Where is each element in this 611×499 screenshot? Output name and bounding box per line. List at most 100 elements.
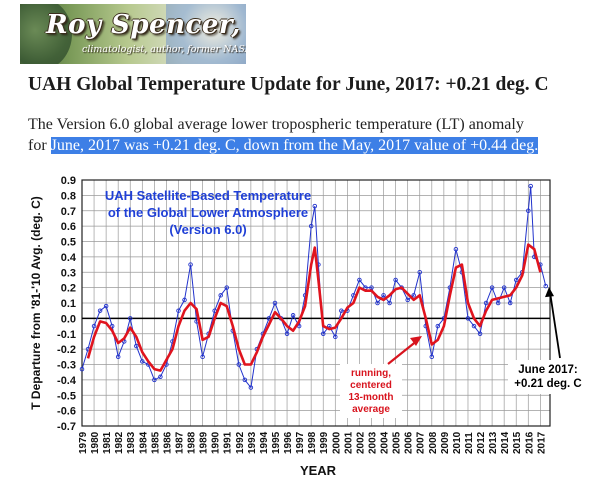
y-tick-label: 0.2 <box>61 283 76 295</box>
monthly-point <box>417 269 422 275</box>
latest-label-line: June 2017: <box>518 364 577 376</box>
x-tick-label: 2002 <box>355 431 366 454</box>
x-tick-label: 1985 <box>150 431 161 454</box>
monthly-point <box>471 323 477 329</box>
x-tick-label: 1993 <box>247 431 258 454</box>
x-axis-label: YEAR <box>300 463 337 478</box>
y-tick-label: 0.8 <box>61 190 76 202</box>
monthly-point <box>320 331 326 336</box>
x-tick-label: 1989 <box>199 431 210 454</box>
y-tick-label: -0.3 <box>57 360 76 372</box>
site-name[interactable]: Roy Spencer, Ph. D. <box>46 10 246 40</box>
x-tick-label: 2000 <box>331 431 342 454</box>
monthly-point <box>308 223 314 229</box>
y-tick-label: -0.2 <box>57 344 76 356</box>
monthly-point <box>290 313 296 318</box>
x-tick-label: 1998 <box>307 431 318 454</box>
monthly-point <box>333 334 338 340</box>
monthly-point <box>526 208 531 214</box>
running-label-backdrop <box>340 364 402 418</box>
y-tick-label: 0.5 <box>61 237 76 249</box>
monthly-point <box>429 354 435 360</box>
y-tick-label: 0.0 <box>61 313 76 325</box>
running-label-arrow <box>387 339 419 365</box>
x-tick-label: 2015 <box>512 431 523 454</box>
x-tick-label: 2016 <box>524 431 535 454</box>
site-banner[interactable]: Roy Spencer, Ph. D. climatologist, autho… <box>20 4 246 64</box>
x-tick-label: 1990 <box>211 431 222 454</box>
globe-image <box>20 4 72 64</box>
x-tick-label: 2003 <box>367 431 378 454</box>
post-body-line-2: for June, 2017 was +0.21 deg. C, down fr… <box>28 137 603 155</box>
monthly-point <box>453 246 459 252</box>
selected-text: June, 2017 was +0.21 deg. C, down from t… <box>50 137 539 154</box>
y-tick-label: 0.7 <box>61 206 76 218</box>
latest-label-arrow <box>549 291 561 359</box>
monthly-point <box>528 183 533 189</box>
monthly-point <box>97 308 103 313</box>
post-title[interactable]: UAH Global Temperature Update for June, … <box>28 74 549 95</box>
monthly-point <box>127 316 133 321</box>
x-tick-label: 2005 <box>392 431 403 454</box>
latest-label-arrowhead <box>545 287 554 298</box>
monthly-point <box>411 293 416 298</box>
x-tick-label: 1997 <box>295 431 306 454</box>
x-tick-label: 2011 <box>464 432 475 454</box>
running-average-line <box>86 243 542 372</box>
running-label-arrowhead <box>410 336 422 346</box>
monthly-point <box>140 359 145 364</box>
y-tick-label: -0.1 <box>57 329 76 341</box>
y-tick-label: 0.6 <box>61 221 76 233</box>
y-tick-label: -0.7 <box>57 421 76 433</box>
y-axis-label: T Departure from '81-'10 Avg. (deg. C) <box>29 196 43 410</box>
monthly-point <box>381 293 386 298</box>
monthly-point <box>134 343 139 349</box>
monthly-point <box>483 300 489 306</box>
running-label-line: centered <box>350 380 392 391</box>
running-average-series <box>86 243 542 372</box>
x-tick-label: 2014 <box>500 431 511 454</box>
monthly-point <box>200 354 205 360</box>
running-label-line: running, <box>351 368 391 379</box>
y-tick-label: -0.4 <box>57 375 77 387</box>
monthly-point <box>387 300 392 306</box>
y-tick-label: 0.4 <box>61 252 77 264</box>
x-tick-label: 2013 <box>488 431 499 454</box>
monthly-point <box>248 385 254 390</box>
monthly-point <box>218 293 223 298</box>
x-tick-label: 2004 <box>380 431 391 454</box>
x-tick-label: 1995 <box>271 431 282 454</box>
monthly-point <box>272 300 278 306</box>
x-tick-label: 1999 <box>319 431 330 454</box>
monthly-point <box>224 285 229 290</box>
temperature-chart: 0.9 0.8 0.7 0.6 0.5 0.4 0.3 0.2 0.1 0.0 -0.1 -0.2 -0… <box>29 175 600 478</box>
running-label-line: 13-month <box>349 392 394 403</box>
monthly-point <box>312 203 318 209</box>
monthly-point <box>507 300 513 306</box>
monthly-point <box>176 308 181 313</box>
chart-frame <box>81 179 551 427</box>
x-tick-label: 1996 <box>283 431 294 454</box>
monthly-point <box>284 331 290 336</box>
monthly-point <box>115 354 121 360</box>
post-body-line-1: The Version 6.0 global average lower tro… <box>28 116 524 133</box>
monthly-point <box>489 285 495 290</box>
running-label-line: average <box>352 404 390 415</box>
chart-title-line: UAH Satellite-Based Temperature <box>105 188 311 203</box>
y-tick-labels: 0.9 0.8 0.7 0.6 0.5 0.4 0.3 0.2 0.1 0.0 -0.1 -0.2 -0… <box>57 175 77 433</box>
y-tick-label: -0.6 <box>57 406 76 418</box>
monthly-point <box>495 300 501 306</box>
monthly-point <box>182 297 187 303</box>
x-tick-label: 1987 <box>174 431 185 454</box>
monthly-point <box>109 323 115 329</box>
chart-title-line: (Version 6.0) <box>169 222 246 237</box>
x-tick-label: 2012 <box>476 431 487 454</box>
chart-title-line: of the Global Lower Atmosphere <box>108 205 308 220</box>
x-tick-label: 1986 <box>162 431 173 454</box>
x-tick-label: 1982 <box>114 431 125 454</box>
y-tick-label: -0.5 <box>57 390 76 402</box>
latest-label-line: +0.21 deg. C <box>514 378 581 390</box>
monthly-point <box>188 262 193 267</box>
monthly-point <box>91 323 97 329</box>
monthly-point <box>405 297 410 303</box>
